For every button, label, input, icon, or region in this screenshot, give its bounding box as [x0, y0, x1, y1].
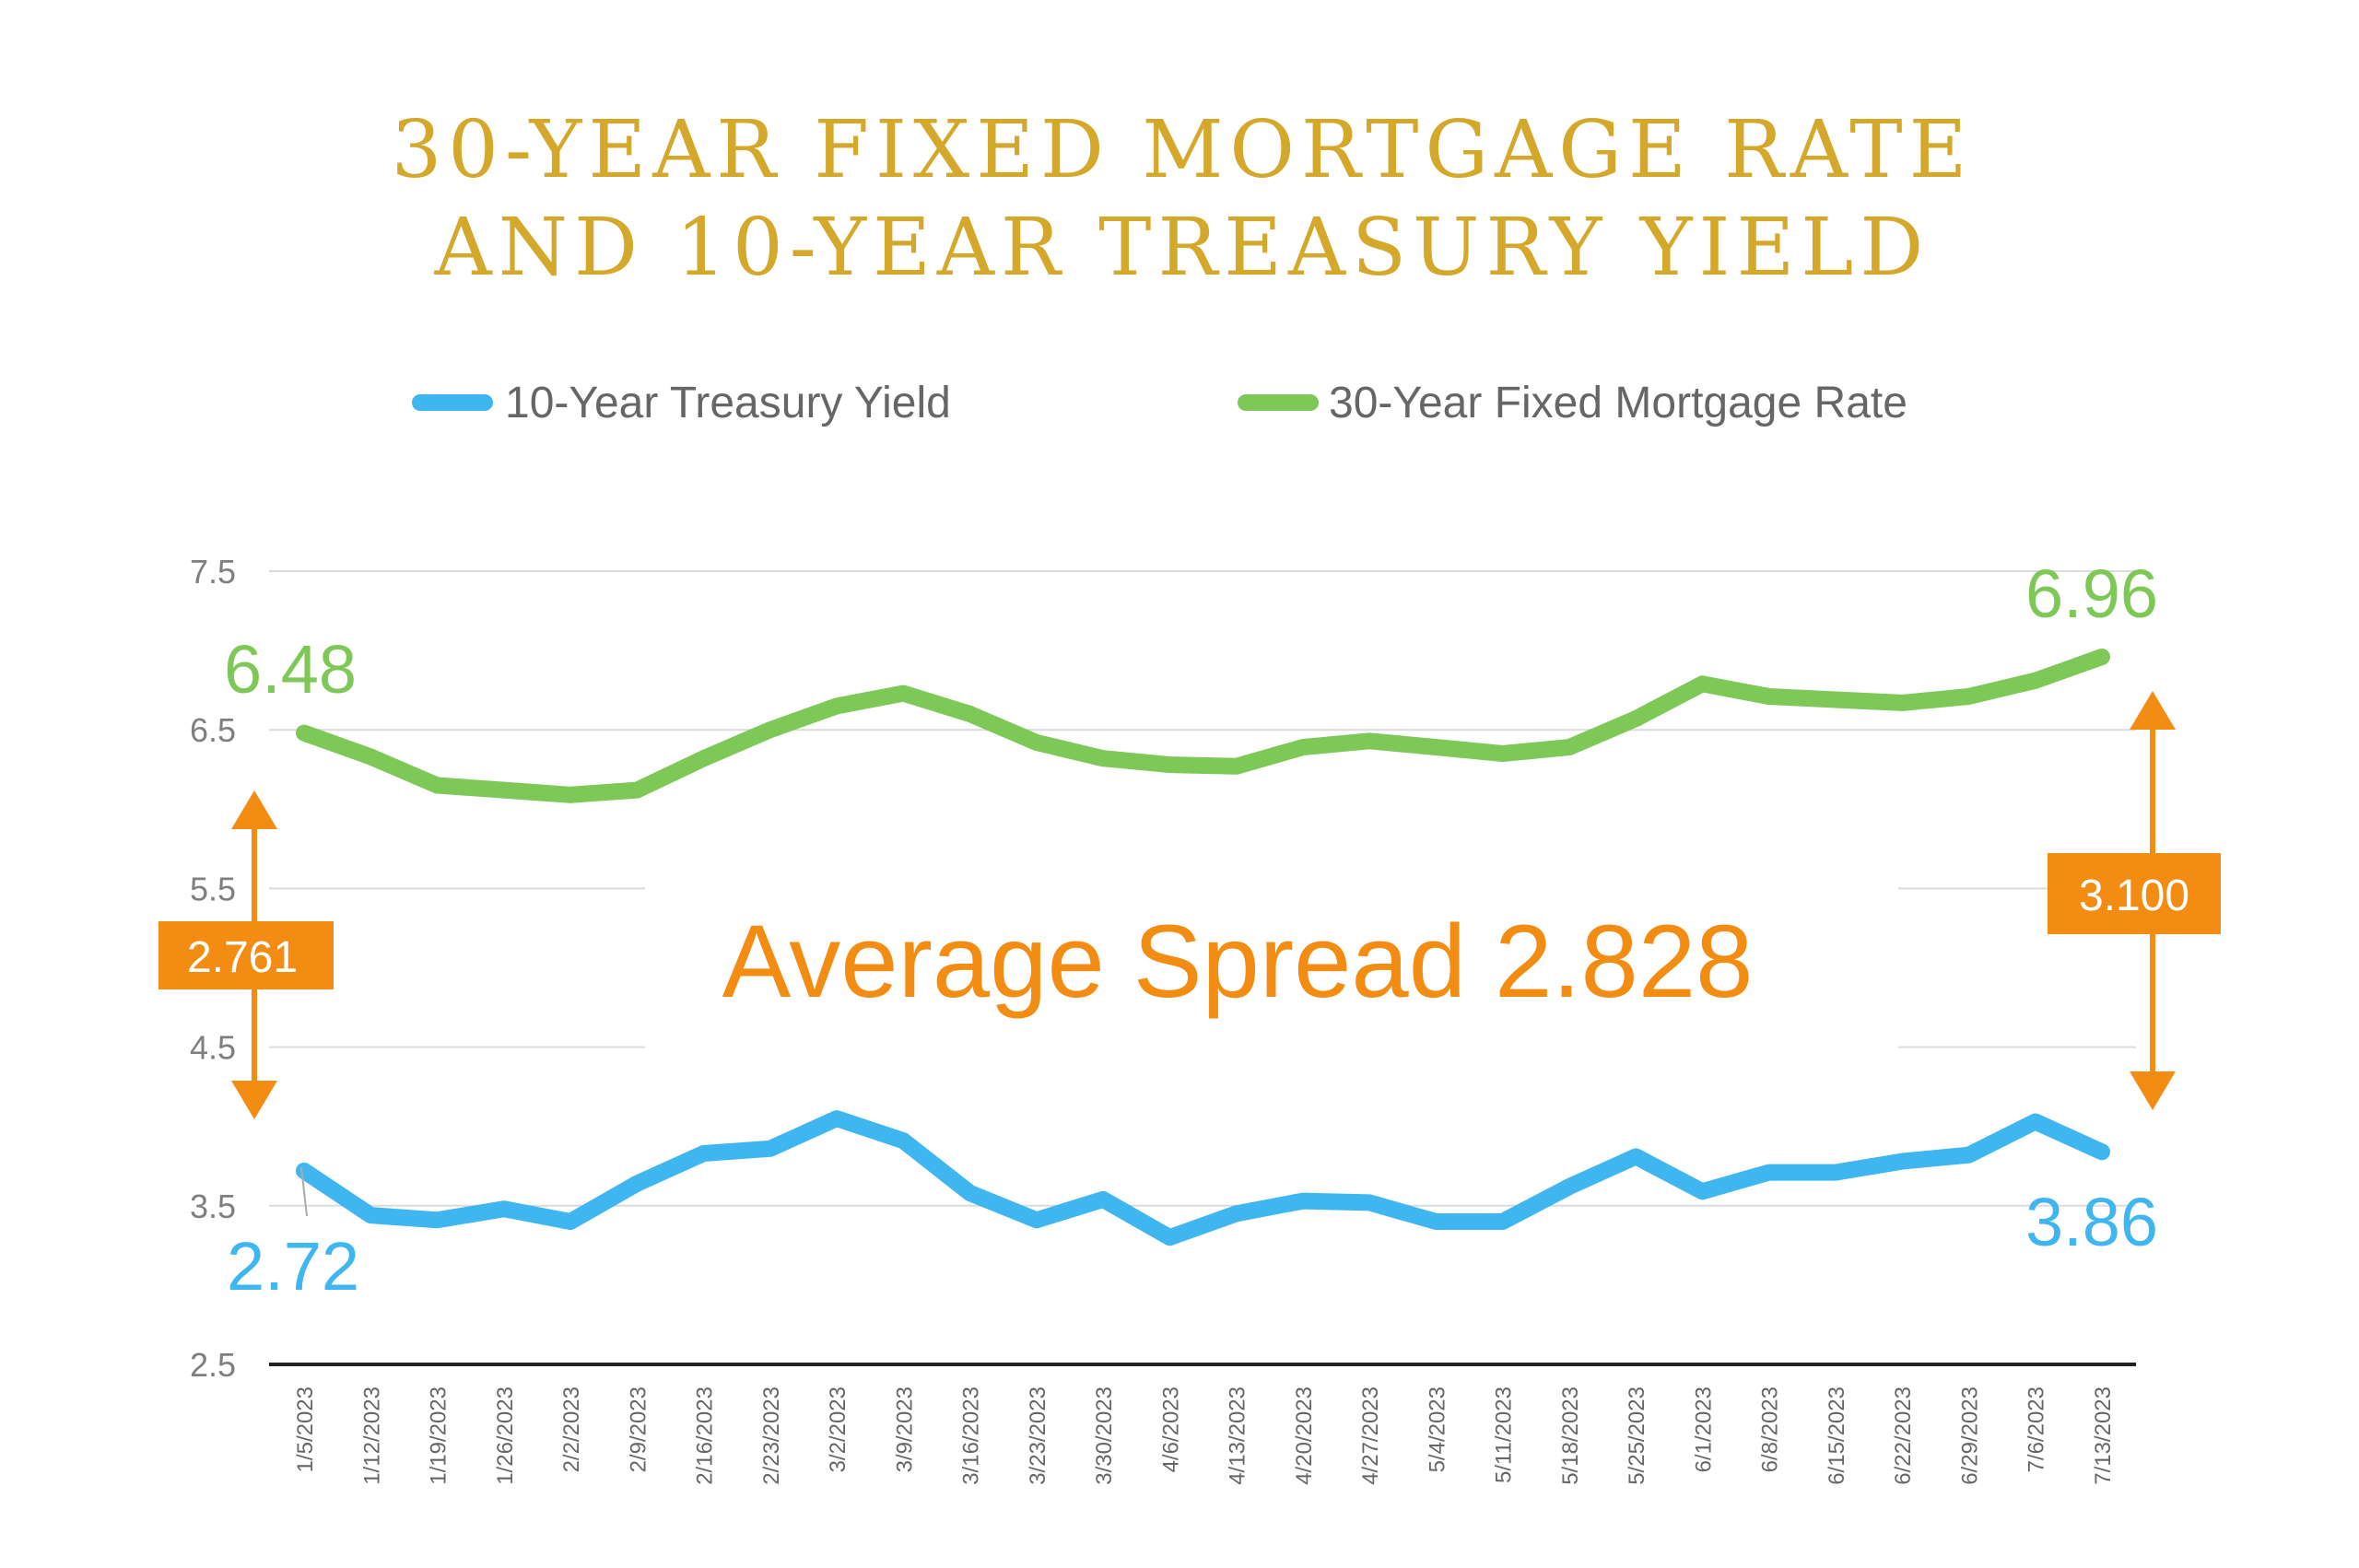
x-tick-label: 6/15/2023 [1825, 1387, 1849, 1485]
spread-label-background [645, 884, 1898, 1059]
legend-label-treasury: 10-Year Treasury Yield [505, 379, 951, 427]
x-tick-label: 4/27/2023 [1358, 1387, 1383, 1485]
spread-box-left [158, 921, 334, 989]
treasury-yield-line [296, 1110, 2110, 1246]
y-tick-label: 5.5 [190, 870, 236, 907]
x-tick-label: 1/12/2023 [359, 1387, 384, 1485]
treasury-start-leader-line [300, 1166, 308, 1217]
spread-arrow-right-head-up [2130, 691, 2176, 730]
x-tick-label: 1/19/2023 [427, 1387, 452, 1485]
x-tick-label: 3/9/2023 [892, 1387, 917, 1472]
x-tick-label: 5/25/2023 [1625, 1387, 1649, 1485]
chart-title-line-2: AND 10-YEAR TREASURY YIELD [434, 202, 1931, 294]
spread-box-right [2048, 853, 2221, 934]
x-tick-label: 5/11/2023 [1492, 1387, 1517, 1483]
x-tick-label: 6/8/2023 [1758, 1387, 1783, 1472]
chart-title-line-1: 30-YEAR FIXED MORTGAGE RATE [392, 104, 1974, 196]
x-tick-label: 4/20/2023 [1292, 1387, 1317, 1485]
x-tick-label: 6/29/2023 [1957, 1387, 1982, 1485]
treasury-end-value: 3.86 [2025, 1184, 2158, 1260]
spread-arrow-right: 3.100 [2048, 691, 2221, 1110]
x-tick-label: 5/18/2023 [1558, 1387, 1583, 1485]
mortgage-end-value: 6.96 [2025, 556, 2158, 632]
x-tick-label: 5/4/2023 [1425, 1387, 1449, 1472]
series-lines [296, 649, 2110, 1246]
y-tick-label: 6.5 [190, 711, 236, 749]
y-tick-label: 2.5 [190, 1346, 236, 1384]
x-tick-label: 2/2/2023 [559, 1387, 584, 1472]
average-spread-label: Average Spread 2.828 [722, 904, 1754, 1019]
y-axis-ticks: 2.5 3.5 4.5 5.5 6.5 7.5 [190, 553, 236, 1384]
x-tick-label: 6/22/2023 [1891, 1387, 1916, 1485]
spread-arrow-left: 2.761 [158, 790, 334, 1119]
x-tick-label: 1/5/2023 [293, 1387, 318, 1472]
x-tick-label: 3/30/2023 [1092, 1387, 1117, 1485]
mortgage-start-value: 6.48 [224, 631, 357, 708]
legend: 10-Year Treasury Yield 30-Year Fixed Mor… [412, 379, 1907, 427]
spread-value-left: 2.761 [187, 933, 298, 982]
legend-label-mortgage: 30-Year Fixed Mortgage Rate [1329, 379, 1907, 427]
y-tick-label: 3.5 [190, 1188, 236, 1225]
x-tick-label: 2/16/2023 [693, 1387, 718, 1485]
spread-arrow-left-head-down [231, 1081, 277, 1119]
x-tick-label: 1/26/2023 [493, 1387, 518, 1485]
x-tick-label: 6/1/2023 [1691, 1387, 1716, 1472]
x-tick-label: 2/9/2023 [626, 1387, 651, 1472]
y-tick-label: 4.5 [190, 1029, 236, 1067]
spread-arrow-left-head-up [231, 790, 277, 829]
x-tick-label: 2/23/2023 [759, 1387, 784, 1485]
x-tick-label: 4/13/2023 [1226, 1387, 1250, 1485]
x-tick-label: 7/13/2023 [2091, 1387, 2116, 1485]
mortgage-rate-line [296, 649, 2110, 803]
x-tick-label: 3/23/2023 [1026, 1387, 1050, 1485]
x-tick-label: 4/6/2023 [1158, 1387, 1183, 1472]
x-axis-ticks: 1/5/2023 1/12/2023 1/19/2023 1/26/2023 2/2/2… [293, 1387, 2116, 1485]
treasury-start-value: 2.72 [227, 1228, 359, 1305]
x-tick-label: 3/2/2023 [826, 1387, 851, 1472]
x-tick-label: 3/16/2023 [959, 1387, 984, 1485]
spread-arrow-right-head-down [2130, 1071, 2176, 1110]
spread-value-right: 3.100 [2079, 872, 2189, 920]
y-tick-label: 7.5 [190, 553, 236, 591]
x-tick-label: 7/6/2023 [2025, 1387, 2049, 1472]
